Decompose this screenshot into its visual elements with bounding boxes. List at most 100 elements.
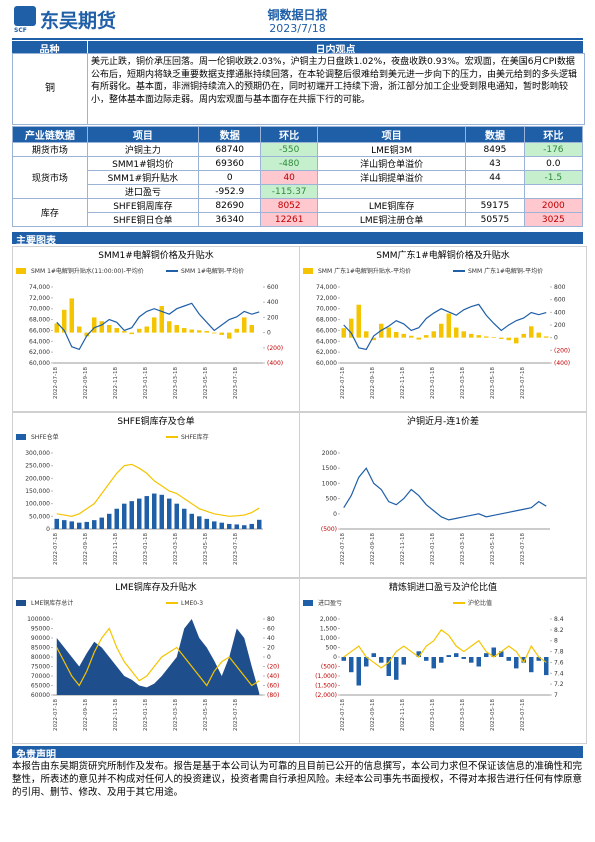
bar bbox=[129, 332, 134, 335]
td: 12261 bbox=[260, 212, 318, 227]
td: 59175 bbox=[465, 198, 525, 213]
bar bbox=[77, 326, 82, 333]
x-tick-label: 2023-01-18 bbox=[143, 699, 149, 731]
line bbox=[343, 467, 547, 521]
bar bbox=[394, 657, 399, 680]
bar bbox=[439, 657, 444, 663]
tick-label: 800 bbox=[554, 284, 566, 291]
x-tick-label: 2022-11-18 bbox=[400, 367, 406, 399]
tick-label: 200,000 bbox=[25, 475, 50, 482]
bar bbox=[461, 657, 466, 659]
th: 环比 bbox=[523, 126, 584, 143]
bar bbox=[461, 331, 466, 338]
x-tick-label: 2023-01-18 bbox=[430, 699, 436, 731]
tick-label: 7.2 bbox=[554, 681, 564, 688]
tick-label: (80) bbox=[267, 692, 279, 699]
tick-label: 100,000 bbox=[25, 501, 50, 508]
bar bbox=[454, 653, 459, 657]
td: 40 bbox=[260, 170, 318, 185]
tick-label: 60,000 bbox=[316, 360, 337, 367]
data-table: 产业链数据 项目 数据 环比 项目 数据 环比 期货市场 沪铜主力 68740 … bbox=[12, 126, 584, 227]
legend-label: SHFE库存 bbox=[181, 433, 209, 441]
td: SHFE铜周库存 bbox=[86, 198, 200, 213]
td: 50575 bbox=[465, 212, 525, 227]
bar bbox=[424, 335, 429, 338]
bar bbox=[99, 321, 104, 333]
bar bbox=[212, 332, 217, 334]
x-tick-label: 2023-05-18 bbox=[490, 367, 496, 399]
bar bbox=[189, 513, 194, 529]
td: 69360 bbox=[198, 156, 262, 171]
bar bbox=[242, 317, 247, 333]
bar bbox=[521, 657, 526, 663]
x-tick-label: 2023-03-18 bbox=[173, 699, 179, 731]
tick-label: 600 bbox=[267, 284, 279, 291]
bar bbox=[476, 335, 481, 338]
x-tick-label: 2022-11-18 bbox=[400, 699, 406, 731]
tick-label: 65000 bbox=[31, 683, 50, 690]
bar bbox=[234, 328, 239, 333]
tick-label: 1,500 bbox=[320, 626, 337, 633]
td: -1.5 bbox=[523, 170, 584, 185]
td: -115.37 bbox=[260, 184, 318, 199]
td: 36340 bbox=[198, 212, 262, 227]
bar bbox=[356, 657, 361, 686]
bar bbox=[204, 518, 209, 529]
section-head: 免责声明 bbox=[12, 746, 583, 761]
bar bbox=[371, 337, 376, 341]
bar bbox=[349, 657, 354, 673]
chart-title: SMM广东1#电解铜价格及升贴水 bbox=[376, 249, 510, 261]
line bbox=[56, 302, 260, 351]
area bbox=[56, 619, 260, 695]
tick-label: 1,000 bbox=[320, 635, 337, 642]
date: 2023/7/18 bbox=[269, 22, 326, 35]
tick-label: 72,000 bbox=[316, 295, 337, 302]
x-tick-label: 2022-07-18 bbox=[53, 699, 59, 731]
bar bbox=[84, 332, 89, 337]
bar bbox=[62, 309, 67, 333]
tick-label: 66,000 bbox=[316, 327, 337, 334]
x-tick-label: 2022-09-18 bbox=[83, 533, 89, 565]
td: -176 bbox=[523, 142, 584, 157]
legend-label: LME0-3 bbox=[181, 600, 203, 607]
tick-label: 85000 bbox=[31, 645, 50, 652]
bar bbox=[77, 522, 82, 529]
bar bbox=[62, 520, 67, 529]
x-tick-label: 2023-05-18 bbox=[490, 699, 496, 731]
bar bbox=[476, 657, 481, 667]
x-tick-label: 2022-07-18 bbox=[340, 699, 346, 731]
tick-label: 7 bbox=[554, 692, 558, 699]
tick-label: 72,000 bbox=[29, 295, 50, 302]
td: 82690 bbox=[198, 198, 262, 213]
x-tick-label: 2022-07-18 bbox=[340, 367, 346, 399]
tick-label: (40) bbox=[267, 673, 279, 680]
bar bbox=[499, 337, 504, 339]
chart-title: LME铜库存及升贴水 bbox=[115, 581, 196, 593]
tick-label: (1,500) bbox=[315, 683, 337, 690]
x-tick-label: 2022-07-18 bbox=[340, 533, 346, 565]
tick-label: 2,000 bbox=[320, 616, 337, 623]
x-tick-label: 2022-07-18 bbox=[53, 533, 59, 565]
tick-label: 50,000 bbox=[29, 513, 50, 520]
chart-title: 沪铜近月-连1价差 bbox=[407, 415, 479, 427]
bar bbox=[386, 657, 391, 676]
tick-label: (500) bbox=[321, 526, 337, 533]
tick-label: 150,000 bbox=[25, 488, 50, 495]
bar bbox=[242, 525, 247, 529]
tick-label: 400 bbox=[267, 299, 279, 306]
bar bbox=[431, 657, 436, 669]
tick-label: (1,000) bbox=[315, 673, 337, 680]
bar bbox=[167, 498, 172, 529]
tick-label: 7.6 bbox=[554, 659, 564, 666]
td bbox=[316, 184, 467, 199]
bar bbox=[431, 331, 436, 338]
td: LME铜注册仓单 bbox=[316, 212, 467, 227]
bar bbox=[92, 520, 97, 529]
tick-label: 90000 bbox=[31, 635, 50, 642]
line bbox=[343, 303, 547, 351]
tick-label: (500) bbox=[321, 664, 337, 671]
view-text: 美元止跌，铜价承压回落。周一伦铜收跌2.03%，沪铜主力日盘跌1.02%，夜盘收… bbox=[87, 53, 585, 125]
bar bbox=[341, 657, 346, 661]
bar bbox=[416, 337, 421, 340]
